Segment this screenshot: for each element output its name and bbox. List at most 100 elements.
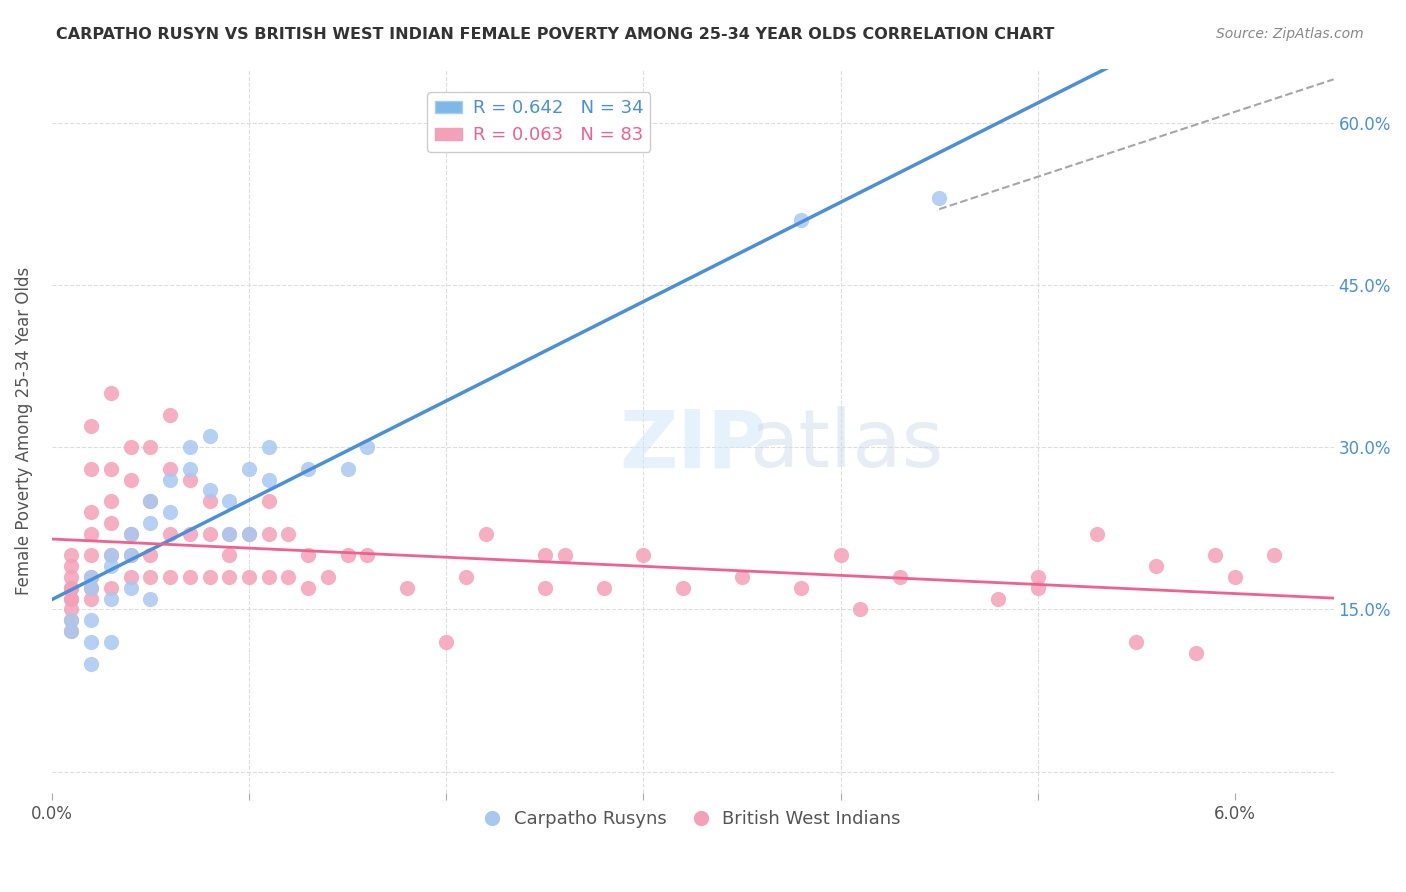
- Point: [198, 429, 221, 443]
- Point: [100, 516, 122, 530]
- Point: [179, 462, 201, 476]
- Point: [139, 591, 162, 606]
- Legend: Carpatho Rusyns, British West Indians: Carpatho Rusyns, British West Indians: [478, 803, 908, 835]
- Point: [80, 418, 103, 433]
- Point: [60, 613, 83, 627]
- Point: [987, 591, 1010, 606]
- Point: [159, 526, 181, 541]
- Point: [889, 570, 911, 584]
- Point: [1026, 581, 1049, 595]
- Point: [80, 581, 103, 595]
- Point: [80, 581, 103, 595]
- Point: [159, 505, 181, 519]
- Text: atlas: atlas: [749, 407, 943, 484]
- Point: [277, 526, 299, 541]
- Point: [316, 570, 339, 584]
- Point: [100, 386, 122, 401]
- Point: [277, 570, 299, 584]
- Point: [60, 624, 83, 638]
- Point: [100, 581, 122, 595]
- Point: [198, 494, 221, 508]
- Text: Source: ZipAtlas.com: Source: ZipAtlas.com: [1216, 27, 1364, 41]
- Point: [1144, 559, 1167, 574]
- Point: [80, 570, 103, 584]
- Point: [672, 581, 695, 595]
- Point: [60, 613, 83, 627]
- Point: [60, 581, 83, 595]
- Point: [120, 581, 142, 595]
- Point: [100, 559, 122, 574]
- Point: [1026, 570, 1049, 584]
- Point: [139, 494, 162, 508]
- Point: [80, 591, 103, 606]
- Point: [179, 526, 201, 541]
- Point: [139, 570, 162, 584]
- Point: [100, 591, 122, 606]
- Point: [80, 657, 103, 671]
- Point: [356, 440, 378, 454]
- Point: [1085, 526, 1108, 541]
- Point: [100, 549, 122, 563]
- Point: [238, 570, 260, 584]
- Point: [60, 581, 83, 595]
- Point: [830, 549, 852, 563]
- Point: [257, 570, 280, 584]
- Point: [100, 494, 122, 508]
- Point: [1263, 549, 1285, 563]
- Point: [179, 473, 201, 487]
- Point: [257, 494, 280, 508]
- Point: [257, 526, 280, 541]
- Point: [80, 613, 103, 627]
- Point: [179, 440, 201, 454]
- Point: [257, 473, 280, 487]
- Point: [336, 462, 359, 476]
- Point: [80, 635, 103, 649]
- Point: [336, 549, 359, 563]
- Point: [139, 494, 162, 508]
- Point: [218, 570, 240, 584]
- Point: [218, 494, 240, 508]
- Point: [159, 570, 181, 584]
- Point: [179, 570, 201, 584]
- Point: [60, 570, 83, 584]
- Point: [60, 549, 83, 563]
- Point: [1204, 549, 1226, 563]
- Point: [633, 549, 655, 563]
- Text: CARPATHO RUSYN VS BRITISH WEST INDIAN FEMALE POVERTY AMONG 25-34 YEAR OLDS CORRE: CARPATHO RUSYN VS BRITISH WEST INDIAN FE…: [56, 27, 1054, 42]
- Point: [139, 440, 162, 454]
- Point: [356, 549, 378, 563]
- Point: [731, 570, 754, 584]
- Point: [928, 191, 950, 205]
- Point: [395, 581, 418, 595]
- Point: [139, 516, 162, 530]
- Point: [297, 581, 319, 595]
- Point: [218, 526, 240, 541]
- Point: [120, 549, 142, 563]
- Point: [120, 473, 142, 487]
- Point: [218, 549, 240, 563]
- Point: [790, 581, 813, 595]
- Point: [218, 526, 240, 541]
- Point: [238, 526, 260, 541]
- Point: [533, 581, 555, 595]
- Point: [159, 462, 181, 476]
- Point: [849, 602, 872, 616]
- Point: [198, 526, 221, 541]
- Point: [238, 526, 260, 541]
- Point: [533, 549, 555, 563]
- Point: [80, 549, 103, 563]
- Point: [454, 570, 477, 584]
- Point: [60, 602, 83, 616]
- Point: [257, 440, 280, 454]
- Point: [474, 526, 496, 541]
- Point: [100, 462, 122, 476]
- Point: [198, 570, 221, 584]
- Point: [120, 526, 142, 541]
- Point: [60, 624, 83, 638]
- Point: [80, 526, 103, 541]
- Point: [120, 526, 142, 541]
- Y-axis label: Female Poverty Among 25-34 Year Olds: Female Poverty Among 25-34 Year Olds: [15, 267, 32, 595]
- Point: [553, 549, 575, 563]
- Point: [120, 549, 142, 563]
- Point: [100, 635, 122, 649]
